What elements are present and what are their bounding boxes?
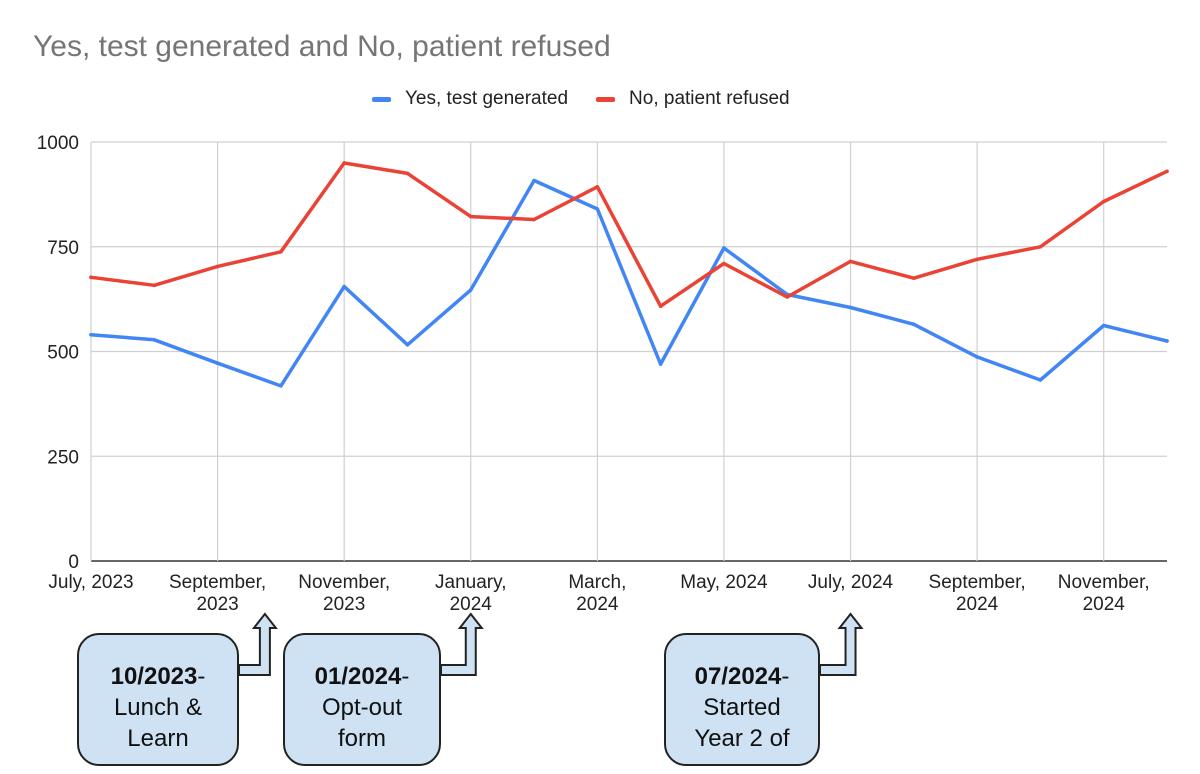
chart-title: Yes, test generated and No, patient refu… <box>33 30 611 63</box>
data-point-no <box>975 257 979 262</box>
data-point-no <box>658 304 663 309</box>
data-point-no <box>468 214 473 219</box>
series-line-no <box>89 161 1169 308</box>
data-point-yes <box>658 362 663 366</box>
legend: Yes, test generated No, patient refused <box>372 88 818 110</box>
data-point-yes <box>468 288 473 292</box>
annotation-arrow <box>238 612 278 676</box>
x-tick-label: July, 2023 <box>48 572 133 593</box>
data-point-no <box>785 295 790 299</box>
x-tick-label: 2024 <box>956 594 999 615</box>
y-tick-label: 0 <box>68 552 79 573</box>
x-tick-label: 2024 <box>450 594 493 615</box>
data-point-yes <box>848 305 853 310</box>
annotation-callout-lunch-learn: 10/2023- Lunch & Learn <box>77 633 239 766</box>
x-tick-label: March, <box>568 572 626 593</box>
y-tick-label: 1000 <box>37 133 79 154</box>
data-point-no <box>1038 244 1043 249</box>
annotation-date: 07/2024 <box>694 663 782 690</box>
legend-label-no: No, patient refused <box>629 88 790 109</box>
series-line-yes <box>89 178 1169 388</box>
annotation-line: Learn <box>127 725 189 752</box>
legend-label-yes: Yes, test generated <box>405 88 569 109</box>
data-point-yes <box>89 332 93 337</box>
data-point-no <box>152 283 157 288</box>
x-tick-label: 2023 <box>323 594 365 615</box>
data-point-yes <box>722 246 726 250</box>
annotation-callout-year-2: 07/2024- Started Year 2 of <box>664 633 820 766</box>
x-tick-label: 2024 <box>1083 594 1126 615</box>
annotation-line: Opt-out <box>321 694 403 721</box>
x-tick-label: September, <box>929 572 1026 593</box>
data-point-yes <box>1038 378 1043 382</box>
annotation-arrow <box>819 612 864 676</box>
legend-item-yes[interactable]: Yes, test generated <box>372 88 568 110</box>
data-point-no <box>848 259 853 264</box>
data-point-no <box>722 261 726 266</box>
x-tick-label: 2023 <box>196 594 238 615</box>
x-tick-label: November, <box>1058 572 1150 593</box>
data-point-no <box>405 171 410 176</box>
data-point-yes <box>342 284 346 289</box>
legend-item-no[interactable]: No, patient refused <box>596 88 790 110</box>
annotation-line: Year 2 of <box>694 725 790 752</box>
data-point-yes <box>215 361 220 366</box>
data-point-yes <box>912 322 916 327</box>
annotation-line: Started <box>703 694 781 721</box>
x-tick-label: July, 2024 <box>808 572 894 593</box>
annotation-line: Lunch & <box>113 694 203 721</box>
annotation-date: 01/2024 <box>314 663 402 690</box>
data-point-yes <box>595 207 600 211</box>
data-point-no <box>1165 169 1169 174</box>
data-point-no <box>912 276 916 280</box>
x-tick-label: 2024 <box>576 594 619 615</box>
data-point-yes <box>1101 323 1106 328</box>
annotation-arrow <box>440 612 484 676</box>
data-point-yes <box>1165 339 1169 343</box>
y-tick-label: 750 <box>47 238 79 259</box>
annotation-heading: 01/2024- <box>285 661 439 692</box>
data-point-yes <box>975 355 979 359</box>
data-point-no <box>89 275 93 280</box>
annotation-dash: - <box>781 663 790 690</box>
y-tick-label: 250 <box>47 447 79 468</box>
annotation-heading: 10/2023- <box>79 661 237 692</box>
legend-swatch-no <box>596 96 616 102</box>
data-point-yes <box>405 342 410 347</box>
annotation-dash: - <box>401 663 410 690</box>
data-point-yes <box>279 384 283 388</box>
annotation-dash: - <box>197 663 206 690</box>
data-point-no <box>342 161 346 165</box>
x-tick-label: May, 2024 <box>680 572 768 593</box>
legend-swatch-yes <box>372 96 391 102</box>
y-tick-label: 500 <box>47 343 79 364</box>
data-point-no <box>1101 199 1106 204</box>
x-tick-label: January, <box>435 572 506 593</box>
x-tick-label: November, <box>298 572 390 593</box>
data-point-no <box>595 185 600 189</box>
x-tick-label: September, <box>169 572 266 593</box>
annotation-callout-opt-out: 01/2024- Opt-out form <box>283 633 441 766</box>
annotation-line: form <box>338 725 386 752</box>
data-point-no <box>215 264 220 269</box>
data-point-yes <box>152 337 157 342</box>
annotation-heading: 07/2024- <box>666 661 818 692</box>
data-point-no <box>279 249 283 254</box>
data-point-no <box>532 217 536 222</box>
data-point-yes <box>532 178 536 183</box>
annotation-date: 10/2023 <box>110 663 198 690</box>
